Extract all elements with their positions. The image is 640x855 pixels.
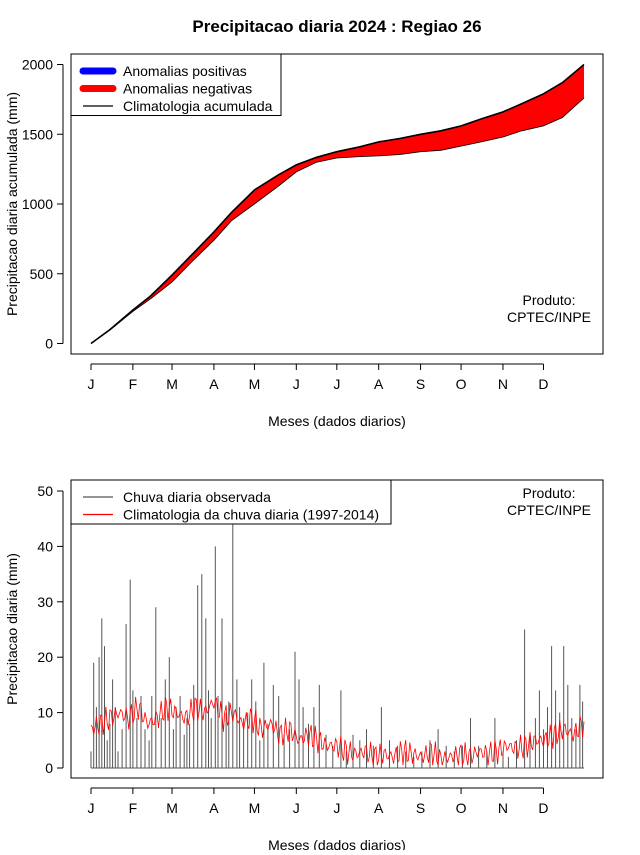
x-tick-label: A [374, 800, 384, 816]
x-tick-label: J [333, 376, 340, 392]
x-tick-label: F [129, 376, 138, 392]
legend-label: Anomalias negativas [123, 81, 252, 97]
climatology-cumulative-line [90, 63, 585, 345]
y-tick-label: 20 [37, 649, 53, 665]
x-tick-label: N [498, 800, 508, 816]
daily-chart: 0 10 20 30 40 50 J F M A M J J A S O N D Meses (dados diar… [4, 479, 604, 853]
climatology-daily-line [90, 696, 585, 766]
cumulative-chart: 0 500 1000 1500 2000 J F M A M J J A S O N D Meses (dados… [4, 53, 604, 429]
product-annotation: Produto: [523, 292, 576, 308]
product-annotation: CPTEC/INPE [507, 502, 591, 518]
x-tick-label: S [416, 376, 425, 392]
y-tick-label: 30 [37, 594, 53, 610]
legend-label: Anomalias positivas [123, 63, 247, 79]
y-tick-label: 1000 [22, 196, 53, 212]
y-tick-label: 500 [30, 266, 54, 282]
x-tick-label: M [249, 376, 261, 392]
y-tick-label: 0 [45, 760, 53, 776]
x-tick-label: O [456, 800, 467, 816]
product-annotation: CPTEC/INPE [507, 309, 591, 325]
y-axis-title: Precipitacao diaria (mm) [4, 553, 20, 705]
x-tick-label: A [209, 376, 219, 392]
x-tick-label: J [88, 800, 95, 816]
negative-anomaly-area [91, 64, 584, 344]
y-tick-label: 10 [37, 705, 53, 721]
x-tick-label: N [498, 376, 508, 392]
observed-cumulative-line [90, 97, 585, 344]
x-tick-label: S [416, 800, 425, 816]
x-tick-label: M [166, 376, 178, 392]
x-tick-label: J [293, 376, 300, 392]
legend-label: Climatologia acumulada [123, 98, 273, 114]
y-tick-label: 0 [45, 336, 53, 352]
y-axis-title: Precipitacao diaria acumulada (mm) [4, 92, 20, 316]
y-tick-label: 40 [37, 538, 53, 554]
x-tick-label: J [333, 800, 340, 816]
y-tick-label: 2000 [22, 57, 53, 73]
y-tick-label: 50 [37, 483, 53, 499]
x-tick-label: D [538, 800, 548, 816]
x-tick-label: A [374, 376, 384, 392]
legend-box [70, 53, 282, 116]
x-tick-label: M [249, 800, 261, 816]
x-axis-title: Meses (dados diarios) [268, 837, 406, 850]
x-tick-label: J [88, 376, 95, 392]
plot-box [70, 479, 604, 779]
x-tick-label: M [166, 800, 178, 816]
x-tick-label: O [456, 376, 467, 392]
legend-label: Chuva diaria observada [123, 489, 271, 505]
legend-label: Climatologia da chuva diaria (1997-2014) [123, 507, 379, 523]
plot-box [70, 53, 604, 355]
product-annotation: Produto: [523, 485, 576, 501]
x-tick-label: A [209, 800, 219, 816]
x-axis-title: Meses (dados diarios) [268, 413, 406, 429]
x-tick-label: F [129, 800, 138, 816]
x-tick-label: J [293, 800, 300, 816]
legend-box [70, 479, 392, 525]
x-tick-label: D [538, 376, 548, 392]
y-tick-label: 1500 [22, 126, 53, 142]
chart-title: Precipitacao diaria 2024 : Regiao 26 [192, 17, 481, 36]
